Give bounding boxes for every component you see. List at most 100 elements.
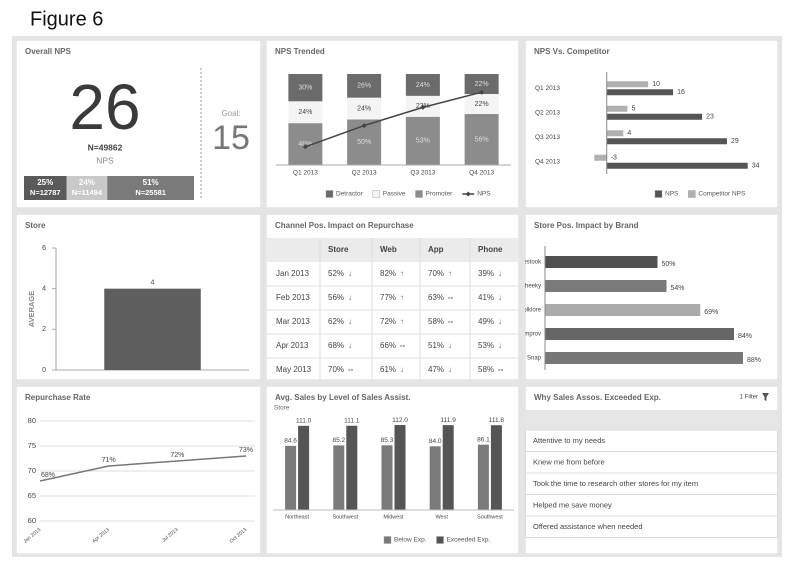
legend-label: Below Exp. <box>394 537 427 544</box>
panel-title: Overall NPS <box>25 47 71 56</box>
panel-background <box>525 40 778 208</box>
bar-segment <box>405 74 440 96</box>
segment-label: 50% <box>357 139 371 146</box>
value-label: 4 <box>627 130 631 137</box>
value-label: 112.0 <box>392 417 408 424</box>
segment-label: 30% <box>298 84 312 91</box>
bar <box>104 288 201 370</box>
legend-label: NPS <box>665 191 679 198</box>
value-label: 88% <box>747 357 761 364</box>
x-tick-label: Northeast <box>285 514 309 520</box>
y-tick-label: Snap <box>527 356 542 362</box>
bar-segment <box>347 74 382 98</box>
panel: Store 0 2 4 6 AVERAGE 4 <box>16 214 261 380</box>
legend-swatch <box>654 190 663 198</box>
x-tick-label: Southwest <box>477 514 503 520</box>
bar <box>429 446 441 510</box>
cell-value: 39% <box>478 269 494 278</box>
segment <box>107 176 194 200</box>
segment <box>66 176 108 200</box>
bar <box>381 445 393 510</box>
segment-n: N=25581 <box>135 188 166 197</box>
value-label: 34 <box>752 163 760 170</box>
y-tick-label: Folklore <box>520 308 542 314</box>
segment-n: N=11494 <box>72 188 103 197</box>
value-label: 111.9 <box>441 417 457 424</box>
panel-background <box>16 386 261 554</box>
value-label: 50% <box>662 261 676 268</box>
bar <box>346 425 358 510</box>
bar-segment <box>347 97 382 120</box>
panel-title: Store Pos. Impact by Brand <box>534 221 639 230</box>
subtitle: Store <box>274 405 290 412</box>
filter-label[interactable]: 1 Filter <box>740 395 758 401</box>
value-label: 111.1 <box>344 417 360 424</box>
y-tick-label: 65 <box>28 491 36 500</box>
list-row[interactable] <box>525 515 778 538</box>
value-label: 85.2 <box>332 437 345 444</box>
goal-value: 15 <box>212 119 250 157</box>
segment-label: 51% <box>143 178 159 187</box>
x-tick-label: Q3 2013 <box>410 170 435 177</box>
cell-value: 62% <box>328 317 344 326</box>
bar <box>545 256 658 268</box>
cell-value: 53% <box>478 341 494 350</box>
cell-trend: ↓ <box>448 365 452 374</box>
list-item: Offered assistance when needed <box>533 522 643 531</box>
legend-swatch <box>372 190 380 198</box>
value-label: 71% <box>102 457 116 464</box>
goal-label: Goal: <box>221 109 240 118</box>
x-tick-label: Q1 2013 <box>293 170 318 177</box>
value-label: 68% <box>41 472 55 479</box>
bar <box>477 444 489 510</box>
bar <box>606 113 703 120</box>
legend-label: NPS <box>477 191 491 198</box>
y-axis-label: AVERAGE <box>27 291 36 328</box>
cell-trend: ↓ <box>448 341 452 350</box>
panel: Overall NPS 26N=49862 NPS Goal:15 25%N=12787… <box>16 40 261 208</box>
value-label: 111.8 <box>489 417 505 424</box>
cell-trend: ↓ <box>498 293 502 302</box>
bar <box>606 162 748 169</box>
y-tick-label: 0 <box>42 367 46 374</box>
value-label: 86.1 <box>477 436 490 443</box>
cell-value: 70% <box>428 269 444 278</box>
cell-value: 61% <box>380 365 396 374</box>
panel-title: Channel Pos. Impact on Repurchase <box>275 221 414 230</box>
cell-trend: ↓ <box>348 293 352 302</box>
value-label: -3 <box>611 155 617 162</box>
segment-label: 24% <box>298 109 312 116</box>
cell-trend: -- <box>498 365 504 374</box>
value-label: 84% <box>738 333 752 340</box>
panel-title: NPS Vs. Competitor <box>534 47 610 56</box>
cell-value: 49% <box>478 317 494 326</box>
segment-label: 24% <box>79 178 95 187</box>
bar <box>298 425 310 510</box>
kpi-label: NPS <box>96 155 114 165</box>
value-label: 85.3 <box>381 437 394 444</box>
segment-label: 53% <box>416 138 430 145</box>
legend-label: Promoter <box>426 191 454 198</box>
cell-trend: ↑ <box>448 269 452 278</box>
y-tick-label: 60 <box>28 516 36 525</box>
panel-title: Store <box>25 221 46 230</box>
y-tick-label: 75 <box>28 441 36 450</box>
row-label: Feb 2013 <box>276 293 310 302</box>
cell-value: 77% <box>380 293 396 302</box>
y-tick-label: Q1 2013 <box>535 85 560 92</box>
cell-value: 66% <box>380 341 396 350</box>
x-tick-label: West <box>435 514 448 520</box>
bar <box>442 425 454 510</box>
cell-value: 56% <box>328 293 344 302</box>
column-header: Web <box>380 245 397 254</box>
bar-segment <box>288 74 323 102</box>
segment-label: 56% <box>475 136 489 143</box>
list-item: Knew me from before <box>533 457 605 466</box>
bar <box>333 445 345 510</box>
panel: Store Pos. Impact by Brand Bluestook 50% Ch… <box>520 214 778 380</box>
bar <box>545 352 743 364</box>
value-label: 5 <box>631 106 635 113</box>
cell-trend: -- <box>400 341 406 350</box>
